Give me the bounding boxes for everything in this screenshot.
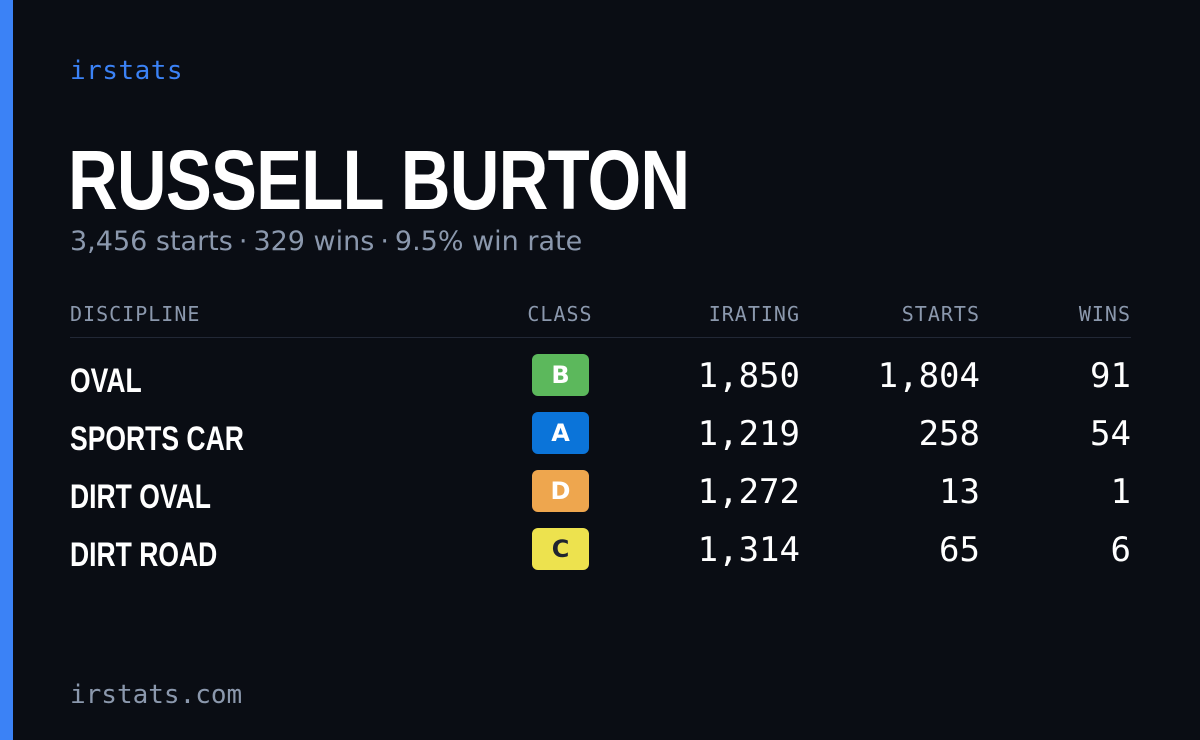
table-row: DIRT ROAD C 1,314 65 6: [70, 528, 1131, 586]
column-header-starts: STARTS: [901, 302, 980, 326]
column-header-discipline: DISCIPLINE: [70, 302, 201, 326]
driver-summary: 3,456 starts · 329 wins · 9.5% win rate: [70, 226, 582, 257]
win-rate: 9.5% win rate: [394, 226, 583, 257]
table-row: SPORTS CAR A 1,219 258 54: [70, 412, 1131, 470]
row-irating: 1,314: [697, 530, 800, 570]
row-discipline: DIRT OVAL: [70, 478, 211, 516]
column-header-irating: IRATING: [708, 302, 800, 326]
driver-name: RUSSELL BURTON: [68, 133, 690, 227]
row-starts: 1,804: [877, 356, 980, 396]
separator-dot: ·: [238, 226, 248, 257]
wins-total: 329 wins: [253, 226, 375, 257]
row-starts: 65: [939, 530, 980, 570]
table-row: DIRT OVAL D 1,272 13 1: [70, 470, 1131, 528]
row-discipline: OVAL: [70, 362, 142, 400]
row-starts: 13: [939, 472, 980, 512]
row-wins: 1: [1110, 472, 1131, 512]
class-badge: D: [532, 470, 589, 512]
starts-total: 3,456 starts: [70, 226, 233, 257]
footer-url[interactable]: irstats.com: [70, 680, 243, 710]
row-wins: 6: [1110, 530, 1131, 570]
table-row: OVAL B 1,850 1,804 91: [70, 354, 1131, 412]
accent-bar: [0, 0, 13, 740]
table-header: DISCIPLINE CLASS IRATING STARTS WINS: [70, 300, 1131, 338]
row-discipline: DIRT ROAD: [70, 536, 218, 574]
row-irating: 1,272: [697, 472, 800, 512]
row-wins: 91: [1090, 356, 1131, 396]
separator-dot: ·: [380, 226, 389, 257]
row-irating: 1,219: [697, 414, 800, 454]
row-irating: 1,850: [697, 356, 800, 396]
row-starts: 258: [918, 414, 980, 454]
row-wins: 54: [1090, 414, 1131, 454]
brand-logo[interactable]: irstats: [70, 56, 184, 86]
column-header-wins: WINS: [1078, 302, 1131, 326]
column-header-class: CLASS: [527, 302, 593, 326]
class-badge: B: [532, 354, 589, 396]
class-badge: A: [532, 412, 589, 454]
class-badge: C: [532, 528, 589, 570]
row-discipline: SPORTS CAR: [70, 420, 244, 458]
